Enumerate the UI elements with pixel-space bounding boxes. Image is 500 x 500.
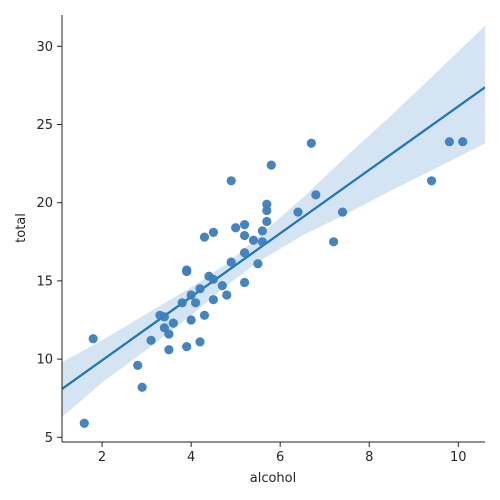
y-tick-label: 20 <box>36 196 53 211</box>
data-point <box>311 190 321 200</box>
data-point <box>231 223 241 233</box>
data-point <box>195 337 205 347</box>
data-point <box>222 290 232 300</box>
y-tick-label: 5 <box>45 431 53 446</box>
regression-line-layer <box>62 86 485 390</box>
data-point <box>199 310 210 320</box>
data-point <box>168 318 178 328</box>
data-point <box>262 199 272 209</box>
data-point <box>164 329 174 339</box>
data-point <box>257 226 267 236</box>
data-point <box>146 335 156 345</box>
y-axis-label: total <box>14 213 29 243</box>
data-point <box>182 265 192 275</box>
data-point <box>88 334 98 344</box>
data-point <box>182 341 192 352</box>
data-point <box>190 298 201 308</box>
data-point <box>306 138 316 148</box>
confidence-band-layer <box>62 25 485 418</box>
data-point <box>208 274 218 284</box>
y-tick-label: 25 <box>36 118 53 133</box>
data-point <box>164 345 174 355</box>
data-point <box>195 284 205 294</box>
data-point <box>159 312 170 322</box>
data-point <box>226 257 236 267</box>
data-point <box>257 237 267 247</box>
data-point <box>444 137 454 147</box>
y-tick-label: 10 <box>36 353 53 368</box>
x-tick-label: 4 <box>187 450 195 465</box>
data-point <box>253 259 263 269</box>
data-point <box>208 295 218 305</box>
y-tick-label: 30 <box>36 40 53 55</box>
data-point <box>137 382 147 392</box>
data-point <box>186 290 196 300</box>
axes <box>61 15 485 443</box>
data-point <box>239 248 250 258</box>
x-tick-label: 8 <box>365 450 373 465</box>
data-point <box>239 230 250 241</box>
confidence-band <box>62 25 485 418</box>
data-point <box>337 207 348 217</box>
ticks: 2 4 6 8 10 5 10 15 20 25 30 <box>36 40 466 465</box>
data-point <box>239 219 250 230</box>
data-point <box>248 235 259 245</box>
data-point <box>329 237 339 247</box>
data-point <box>266 160 276 170</box>
data-point <box>217 280 227 291</box>
data-point <box>79 418 89 428</box>
data-point <box>186 315 196 325</box>
data-point <box>199 232 210 242</box>
data-point <box>426 176 437 186</box>
regression-line <box>62 86 485 390</box>
points-layer <box>79 137 468 428</box>
data-point <box>208 227 218 238</box>
data-point <box>458 137 468 147</box>
data-point <box>293 207 303 217</box>
data-point <box>133 360 143 370</box>
x-tick-label: 6 <box>276 450 284 465</box>
data-point <box>177 298 187 308</box>
x-tick-label: 2 <box>98 450 106 465</box>
data-point <box>239 277 250 288</box>
data-point <box>262 216 272 227</box>
x-tick-label: 10 <box>450 450 467 465</box>
data-point <box>226 176 236 186</box>
x-axis-label: alcohol <box>250 471 296 486</box>
y-tick-label: 15 <box>36 274 53 289</box>
